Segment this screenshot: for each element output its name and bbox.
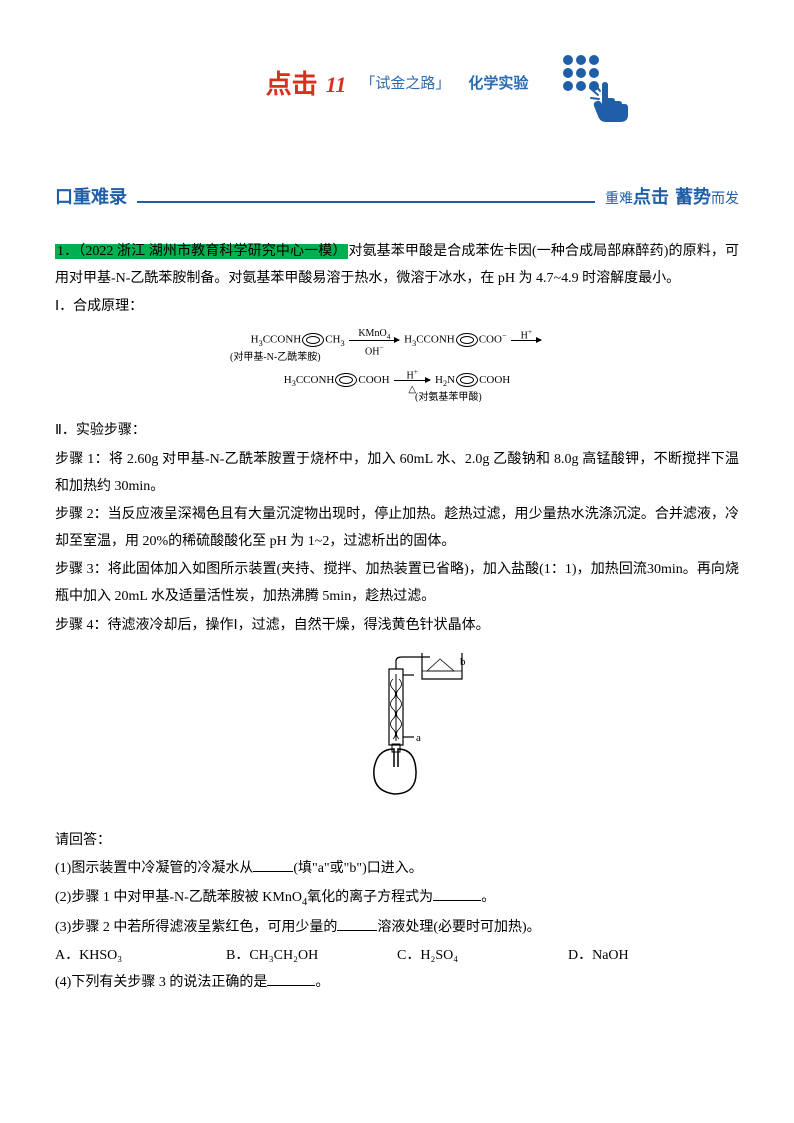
header-subject: 化学实验 xyxy=(468,70,528,99)
section-right-3: 蓄势 xyxy=(675,180,711,214)
blank-3[interactable] xyxy=(337,917,377,931)
question-2: (2)步骤 1 中对甲基-N-乙酰苯胺被 KMnO4氧化的离子方程式为。 xyxy=(55,885,739,913)
option-a[interactable]: A．KHSO₃ xyxy=(55,943,226,970)
part1-title: Ⅰ．合成原理： xyxy=(55,294,739,321)
problem-intro: 1．（2022 浙江 湖州市教育科学研究中心一模）对氨基苯甲酸是合成苯佐卡因(一… xyxy=(55,239,739,292)
section-divider: 口重难录 重难 点击 蓄势 而发 xyxy=(55,180,739,214)
q4-text-b: 。 xyxy=(315,975,329,990)
question-1: (1)图示装置中冷凝管的冷凝水从 (填"a"或"b")口进入。 xyxy=(55,856,739,883)
q3-text-a: (3)步骤 2 中若所得滤液呈紫红色，可用少量的 xyxy=(55,920,337,935)
header-number: 11 xyxy=(326,64,347,106)
option-b[interactable]: B．CH₃CH₂OH xyxy=(226,943,397,970)
question-3: (3)步骤 2 中若所得滤液呈紫红色，可用少量的 溶液处理(必要时可加热)。 xyxy=(55,915,739,942)
header-dianji: 点击 xyxy=(266,60,318,109)
hand-pointer-icon xyxy=(584,80,634,125)
option-d[interactable]: D．NaOH xyxy=(568,943,739,970)
question-4: (4)下列有关步骤 3 的说法正确的是 。 xyxy=(55,970,739,997)
step-1: 步骤 1：将 2.60g 对甲基-N-乙酰苯胺置于烧杯中，加入 60mL 水、2… xyxy=(55,447,739,500)
step-3: 步骤 3：将此固体加入如图所示装置(夹持、搅拌、加热装置已省略)，加入盐酸(1：… xyxy=(55,557,739,610)
q1-text-b: (填"a"或"b")口进入。 xyxy=(293,861,422,876)
reaction-scheme: H3CCONHCH3 KMnO4OH− H3CCONHCOO− H+ (对甲基-… xyxy=(55,329,739,406)
section-right-2: 点击 xyxy=(633,180,669,214)
blank-2[interactable] xyxy=(433,887,481,901)
page-header: 点击 11 「试金之路」 化学实验 xyxy=(55,60,739,130)
apparatus-diagram: a b xyxy=(55,649,739,810)
q3-text-b: 溶液处理(必要时可加热)。 xyxy=(377,920,540,935)
header-title-group: 点击 11 「试金之路」 化学实验 xyxy=(266,60,529,109)
option-c[interactable]: C．H₂SO₄ xyxy=(397,943,568,970)
section-right-1: 重难 xyxy=(605,187,633,214)
svg-text:a: a xyxy=(416,732,421,744)
section-right-4: 而发 xyxy=(711,187,739,214)
options-row: A．KHSO₃ B．CH₃CH₂OH C．H₂SO₄ D．NaOH xyxy=(55,943,739,970)
section-left-label: 口重难录 xyxy=(55,180,127,214)
q2-text-a: (2)步骤 1 中对甲基-N-乙酰苯胺被 KMnO xyxy=(55,890,302,905)
q4-text-a: (4)下列有关步骤 3 的说法正确的是 xyxy=(55,975,267,990)
section-line xyxy=(137,201,595,203)
q2-text-c: 。 xyxy=(481,890,495,905)
part2-title: Ⅱ．实验步骤： xyxy=(55,418,739,445)
ask-label: 请回答： xyxy=(55,828,739,855)
step-4-text: 步骤 4：待滤液冷却后，操作Ⅰ，过滤，自然干燥，得浅黄色针状晶体。 xyxy=(55,618,490,633)
q1-text-a: (1)图示装置中冷凝管的冷凝水从 xyxy=(55,861,253,876)
svg-text:b: b xyxy=(460,656,466,668)
problem-tag: 1．（2022 浙江 湖州市教育科学研究中心一模） xyxy=(55,244,348,259)
q2-text-b: 氧化的离子方程式为 xyxy=(307,890,433,905)
header-subtitle: 「试金之路」 xyxy=(360,70,450,99)
blank-1[interactable] xyxy=(253,858,293,872)
blank-4[interactable] xyxy=(267,972,315,986)
problem-content: 1．（2022 浙江 湖州市教育科学研究中心一模）对氨基苯甲酸是合成苯佐卡因(一… xyxy=(55,239,739,996)
step-2: 步骤 2：当反应液呈深褐色且有大量沉淀物出现时，停止加热。趁热过滤，用少量热水洗… xyxy=(55,502,739,555)
step-4: 步骤 4：待滤液冷却后，操作Ⅰ，过滤，自然干燥，得浅黄色针状晶体。 xyxy=(55,613,739,640)
reaction-line-1: H3CCONHCH3 KMnO4OH− H3CCONHCOO− H+ xyxy=(55,329,739,350)
reaction-line-2: H3CCONHCOOH H+△ H2NCOOH xyxy=(55,372,739,390)
